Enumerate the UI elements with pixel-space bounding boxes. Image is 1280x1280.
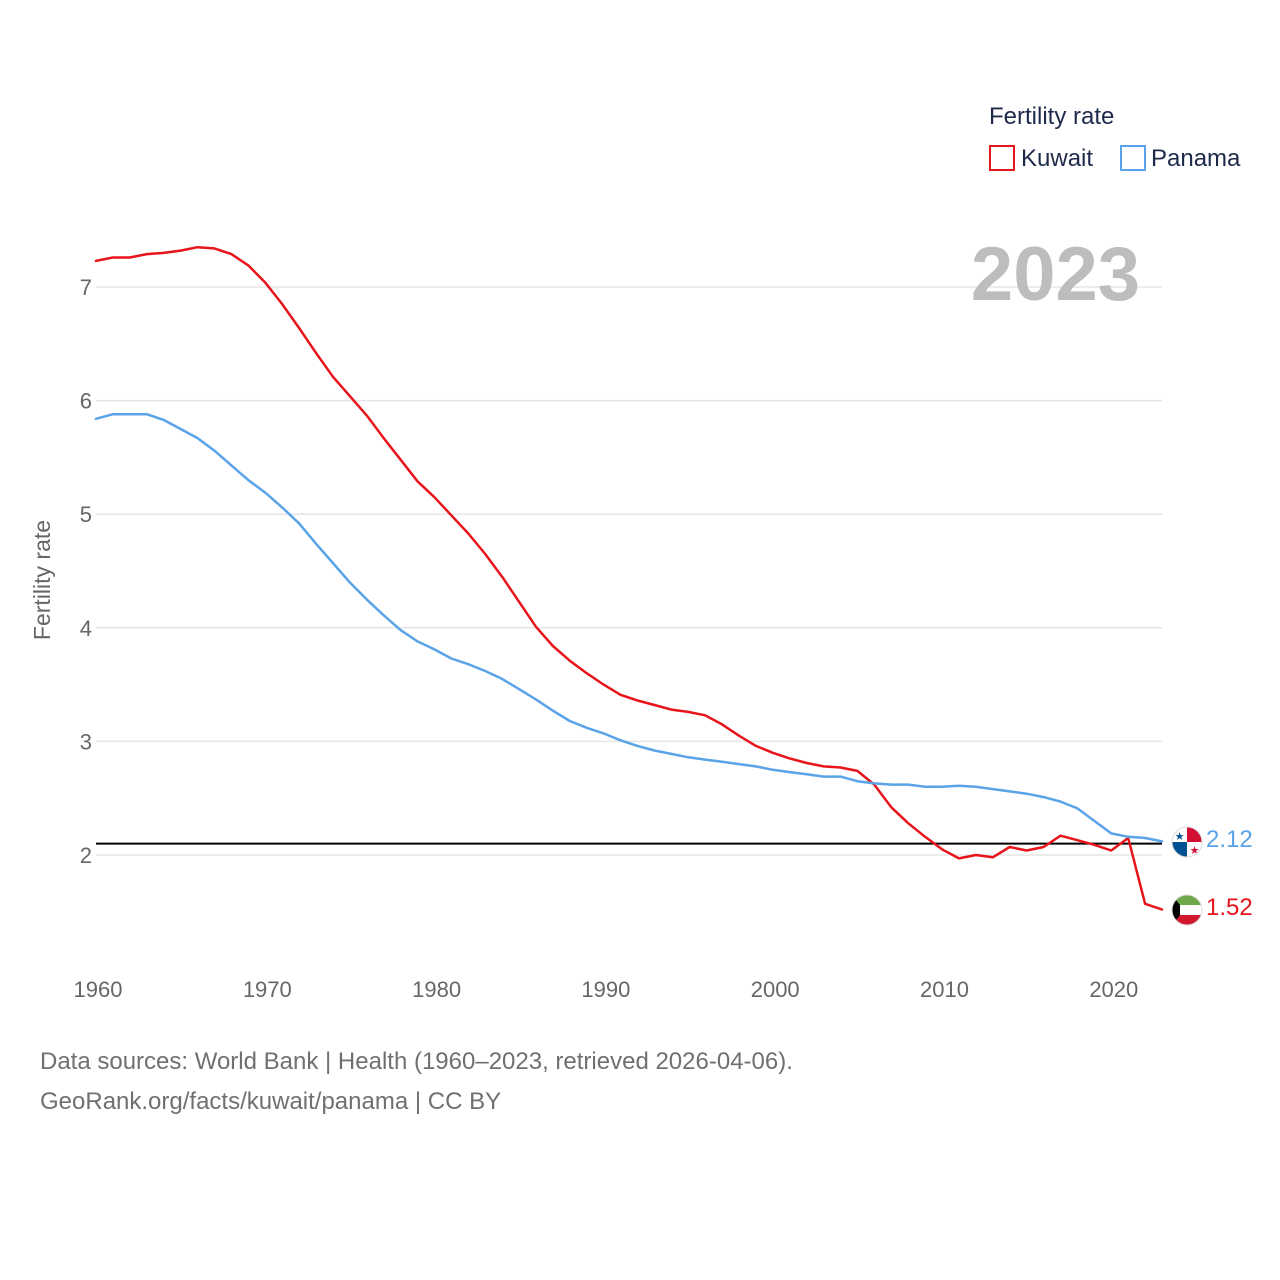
svg-text:★: ★ [1175,831,1185,843]
x-tick-label: 2020 [1089,977,1138,1002]
svg-text:★: ★ [1190,845,1200,857]
y-tick-label: 3 [80,729,92,754]
year-label: 2023 [971,232,1140,317]
legend-swatch-kuwait[interactable] [989,145,1015,171]
data-sources: Data sources: World Bank | Health (1960–… [40,1048,793,1075]
x-tick-label: 1960 [74,977,123,1002]
end-value-kuwait: 1.52 [1206,894,1253,921]
y-axis-title: Fertility rate [29,520,55,640]
x-tick-label: 2010 [920,977,969,1002]
legend-title: Fertility rate [989,103,1114,130]
legend-label-panama[interactable]: Panama [1151,145,1241,172]
x-tick-label: 1970 [243,977,292,1002]
y-tick-label: 4 [80,616,92,641]
x-axis-ticks: 1960 1970 1980 1990 2000 2010 2020 [74,977,1139,1002]
y-tick-label: 2 [80,843,92,868]
y-tick-label: 6 [80,389,92,414]
series-line-panama[interactable] [94,412,1164,843]
y-tick-label: 7 [80,275,92,300]
panama-flag-icon: ★ ★ [1171,826,1203,858]
end-value-panama: 2.12 [1206,826,1253,853]
source-link[interactable]: GeoRank.org/facts/kuwait/panama | CC BY [40,1088,502,1115]
x-tick-label: 2000 [751,977,800,1002]
series-lines [94,245,1164,911]
kuwait-flag-icon [1171,894,1203,926]
legend-label-kuwait[interactable]: Kuwait [1021,145,1093,172]
gridlines [96,286,1162,856]
legend[interactable]: Fertility rate Kuwait Panama [989,103,1241,172]
x-tick-label: 1990 [581,977,630,1002]
footer: Data sources: World Bank | Health (1960–… [40,1042,793,1122]
x-tick-label: 1980 [412,977,461,1002]
series-line-kuwait[interactable] [94,245,1164,911]
legend-swatch-panama[interactable] [1120,145,1146,171]
y-tick-label: 5 [80,502,92,527]
y-axis-ticks: 2 3 4 5 6 7 [80,275,92,868]
